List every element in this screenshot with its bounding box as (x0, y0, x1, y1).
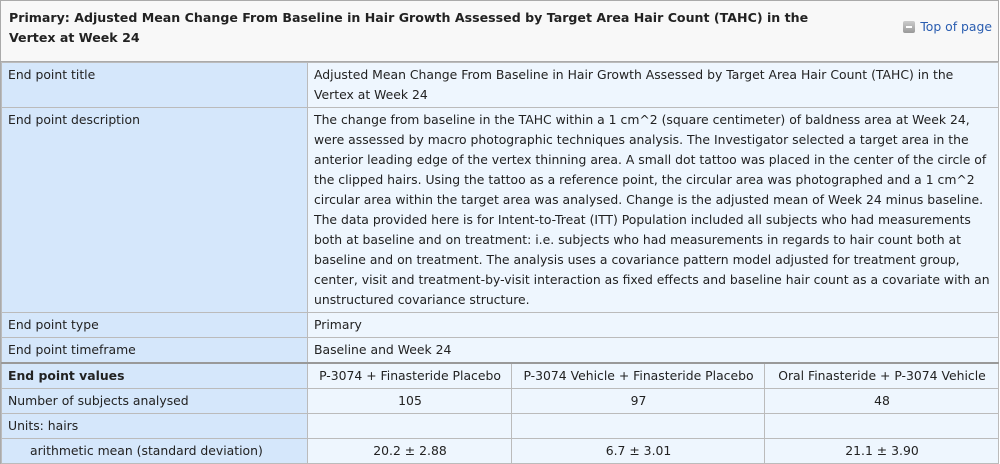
stat-value: 21.1 ± 3.90 (764, 438, 999, 464)
stat-value: 20.2 ± 2.88 (307, 438, 512, 464)
table-row: End point title Adjusted Mean Change From… (1, 62, 999, 108)
endpoint-header: Primary: Adjusted Mean Change From Basel… (1, 1, 998, 62)
row-value: Primary (307, 312, 999, 338)
values-header-row: End point values P-3074 + Finasteride Pl… (1, 362, 999, 389)
subjects-row: Number of subjects analysed 105 97 48 (1, 388, 999, 414)
row-label: End point timeframe (1, 337, 308, 364)
subjects-value: 48 (764, 388, 999, 414)
row-value: Adjusted Mean Change From Baseline in Ha… (307, 62, 999, 108)
units-label: Units: hairs (1, 413, 308, 439)
table-row: End point description The change from bas… (1, 107, 999, 313)
values-header: End point values (1, 362, 308, 389)
group-header: P-3074 + Finasteride Placebo (307, 362, 512, 389)
group-header: P-3074 Vehicle + Finasteride Placebo (511, 362, 765, 389)
stat-row: arithmetic mean (standard deviation) 20.… (1, 438, 999, 464)
collapse-icon (903, 20, 916, 33)
top-of-page-label: Top of page (920, 19, 992, 34)
table-row: End point type Primary (1, 312, 999, 338)
row-label: End point type (1, 312, 308, 338)
endpoint-heading: Primary: Adjusted Mean Change From Basel… (9, 10, 809, 45)
row-label: End point description (1, 107, 308, 313)
subjects-value: 97 (511, 388, 765, 414)
group-header: Oral Finasteride + P-3074 Vehicle (764, 362, 999, 389)
empty-cell (511, 413, 765, 439)
subjects-value: 105 (307, 388, 512, 414)
stat-label: arithmetic mean (standard deviation) (1, 438, 308, 464)
empty-cell (307, 413, 512, 439)
table-row: End point timeframe Baseline and Week 24 (1, 337, 999, 364)
empty-cell (764, 413, 999, 439)
stat-value: 6.7 ± 3.01 (511, 438, 765, 464)
subjects-label: Number of subjects analysed (1, 388, 308, 414)
top-of-page-link[interactable]: Top of page (903, 19, 992, 34)
row-label: End point title (1, 62, 308, 108)
units-row: Units: hairs (1, 413, 999, 439)
row-value: The change from baseline in the TAHC wit… (307, 107, 999, 313)
endpoint-table: End point title Adjusted Mean Change From… (1, 62, 999, 464)
row-value: Baseline and Week 24 (307, 337, 999, 364)
